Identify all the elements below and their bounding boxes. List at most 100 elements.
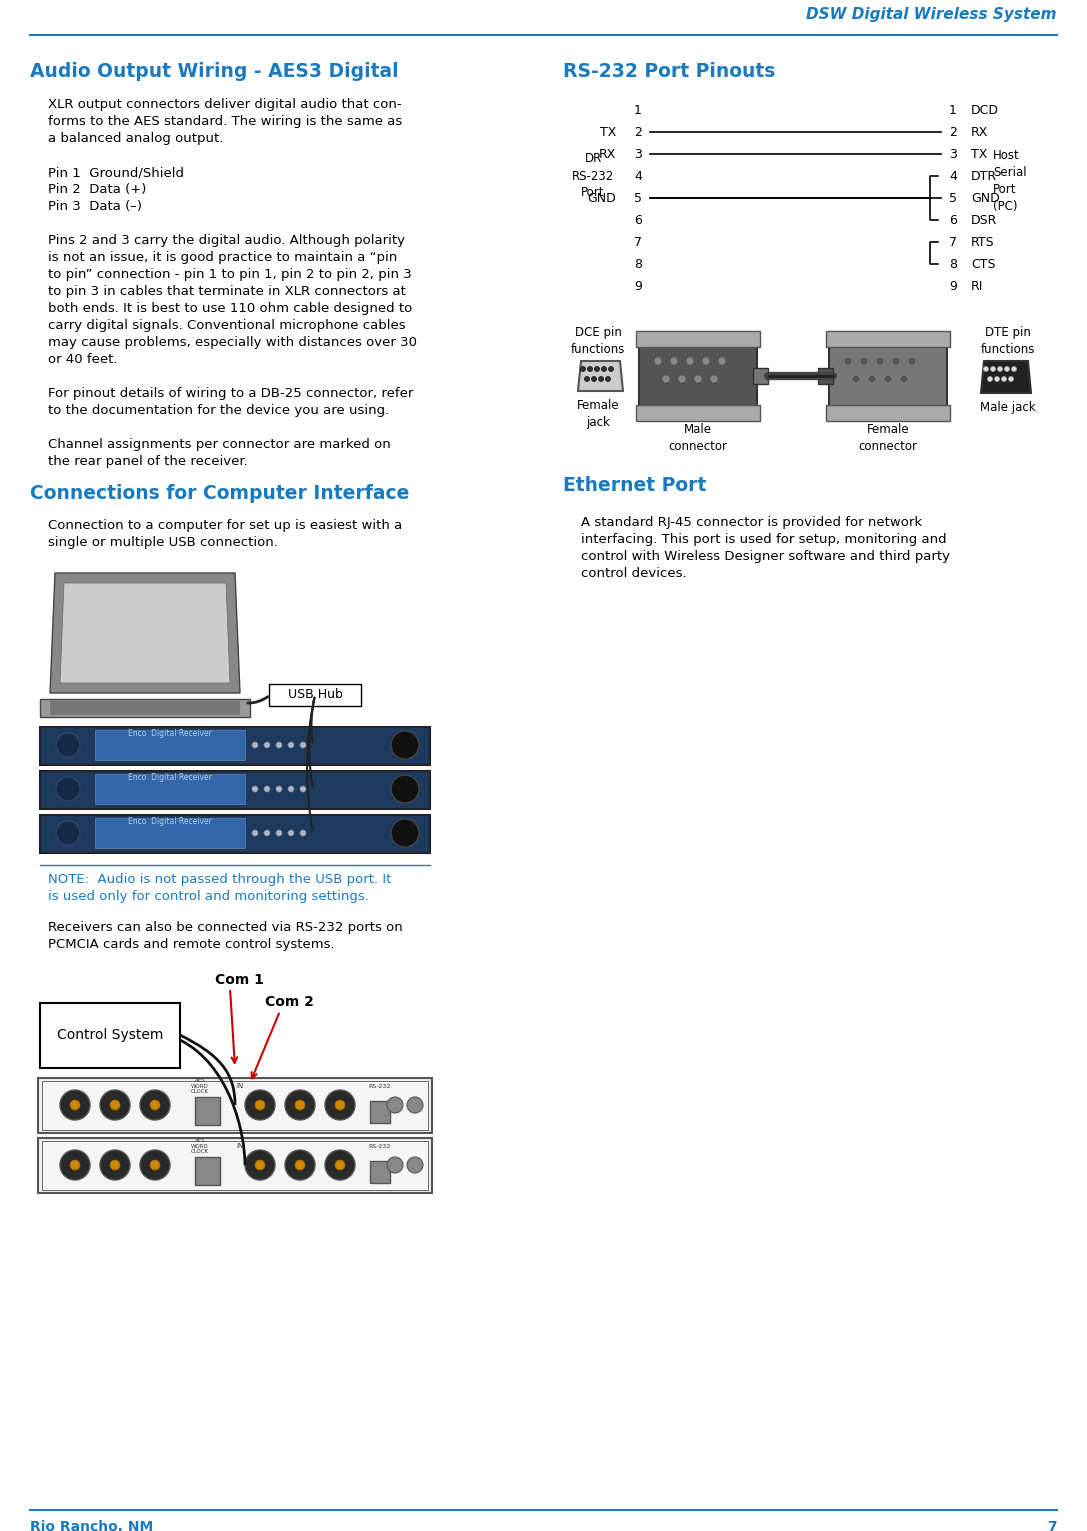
Text: CTS: CTS — [971, 257, 996, 271]
Circle shape — [295, 1160, 305, 1170]
Circle shape — [57, 821, 80, 845]
Circle shape — [1012, 366, 1016, 372]
Text: DTE pin
functions: DTE pin functions — [980, 326, 1035, 357]
Text: DSW Digital Wireless System: DSW Digital Wireless System — [807, 6, 1057, 21]
FancyBboxPatch shape — [826, 406, 950, 421]
FancyBboxPatch shape — [268, 684, 361, 706]
Text: Pin 1  Ground/Shield: Pin 1 Ground/Shield — [48, 165, 184, 179]
Polygon shape — [980, 361, 1030, 393]
Text: 2: 2 — [949, 126, 957, 138]
Text: AES
WORD
CLOCK: AES WORD CLOCK — [191, 1138, 209, 1154]
Circle shape — [987, 377, 992, 381]
Bar — [195, 1157, 220, 1185]
FancyBboxPatch shape — [819, 367, 833, 384]
Text: DCD: DCD — [971, 104, 999, 116]
Text: Male
connector: Male connector — [669, 423, 727, 453]
Text: control with Wireless Designer software and third party: control with Wireless Designer software … — [580, 550, 950, 563]
Text: Receivers can also be connected via RS-232 ports on: Receivers can also be connected via RS-2… — [48, 922, 403, 934]
Text: IN: IN — [236, 1082, 243, 1089]
Text: 7: 7 — [949, 236, 957, 248]
FancyBboxPatch shape — [826, 331, 950, 348]
Text: PCMCIA cards and remote control systems.: PCMCIA cards and remote control systems. — [48, 939, 335, 951]
Text: Pin 2  Data (+): Pin 2 Data (+) — [48, 184, 147, 196]
Circle shape — [285, 1090, 315, 1121]
FancyBboxPatch shape — [42, 1141, 428, 1190]
Text: 6: 6 — [949, 213, 957, 227]
Circle shape — [900, 375, 908, 383]
Circle shape — [100, 1090, 130, 1121]
Text: may cause problems, especially with distances over 30: may cause problems, especially with dist… — [48, 335, 417, 349]
Text: XLR output connectors deliver digital audio that con-: XLR output connectors deliver digital au… — [48, 98, 401, 112]
FancyBboxPatch shape — [639, 337, 757, 415]
Circle shape — [995, 377, 1000, 381]
Text: single or multiple USB connection.: single or multiple USB connection. — [48, 536, 278, 550]
Circle shape — [325, 1150, 355, 1180]
Polygon shape — [60, 583, 230, 683]
Circle shape — [1001, 377, 1007, 381]
Text: 3: 3 — [634, 147, 642, 161]
Text: Audio Output Wiring - AES3 Digital: Audio Output Wiring - AES3 Digital — [30, 61, 399, 81]
FancyBboxPatch shape — [753, 367, 769, 384]
Circle shape — [57, 733, 80, 756]
Circle shape — [876, 357, 884, 364]
Polygon shape — [50, 573, 240, 694]
Circle shape — [580, 366, 586, 372]
Circle shape — [387, 1157, 403, 1173]
Circle shape — [1004, 366, 1010, 372]
Circle shape — [110, 1099, 120, 1110]
Circle shape — [654, 357, 662, 364]
FancyBboxPatch shape — [38, 1138, 432, 1193]
Text: Enco  Digital Receiver: Enco Digital Receiver — [128, 729, 212, 738]
Text: 2: 2 — [634, 126, 642, 138]
Circle shape — [57, 778, 80, 801]
Text: to pin 3 in cables that terminate in XLR connectors at: to pin 3 in cables that terminate in XLR… — [48, 285, 405, 299]
Circle shape — [100, 1150, 130, 1180]
Circle shape — [852, 375, 860, 383]
Circle shape — [140, 1090, 170, 1121]
Text: or 40 feet.: or 40 feet. — [48, 354, 117, 366]
Text: RTS: RTS — [971, 236, 995, 248]
Text: Connection to a computer for set up is easiest with a: Connection to a computer for set up is e… — [48, 519, 402, 531]
Text: DCE pin
functions: DCE pin functions — [571, 326, 625, 357]
Circle shape — [264, 785, 270, 792]
Text: NOTE:  Audio is not passed through the USB port. It: NOTE: Audio is not passed through the US… — [48, 873, 391, 886]
Circle shape — [264, 743, 270, 749]
FancyBboxPatch shape — [40, 814, 430, 853]
Text: DTR: DTR — [971, 170, 997, 182]
Text: RS-232: RS-232 — [368, 1144, 391, 1148]
Text: 7: 7 — [634, 236, 642, 248]
Text: Control System: Control System — [57, 1027, 163, 1043]
Text: RI: RI — [971, 280, 984, 292]
Text: DSR: DSR — [971, 213, 998, 227]
Circle shape — [60, 1150, 90, 1180]
Text: control devices.: control devices. — [580, 566, 687, 580]
Circle shape — [585, 377, 589, 381]
Text: to pin” connection - pin 1 to pin 1, pin 2 to pin 2, pin 3: to pin” connection - pin 1 to pin 1, pin… — [48, 268, 412, 282]
Circle shape — [869, 375, 876, 383]
Text: 9: 9 — [634, 280, 642, 292]
Text: 4: 4 — [949, 170, 957, 182]
Circle shape — [702, 357, 710, 364]
Circle shape — [710, 375, 719, 383]
Circle shape — [276, 830, 282, 836]
Circle shape — [719, 357, 726, 364]
Circle shape — [150, 1099, 160, 1110]
Circle shape — [300, 743, 307, 749]
Text: RS-232: RS-232 — [368, 1084, 391, 1089]
Text: 7: 7 — [1048, 1520, 1057, 1531]
Text: 3: 3 — [949, 147, 957, 161]
Bar — [95, 775, 245, 804]
FancyBboxPatch shape — [42, 1081, 428, 1130]
Text: 1: 1 — [949, 104, 957, 116]
Circle shape — [884, 375, 892, 383]
Text: carry digital signals. Conventional microphone cables: carry digital signals. Conventional micr… — [48, 318, 405, 332]
Circle shape — [678, 375, 686, 383]
Text: interfacing. This port is used for setup, monitoring and: interfacing. This port is used for setup… — [580, 533, 947, 547]
Text: Ethernet Port: Ethernet Port — [563, 476, 707, 495]
Bar — [195, 1098, 220, 1125]
Circle shape — [1009, 377, 1013, 381]
Text: 9: 9 — [949, 280, 957, 292]
Text: RX: RX — [599, 147, 616, 161]
Text: Male jack: Male jack — [980, 401, 1036, 413]
Circle shape — [295, 1099, 305, 1110]
